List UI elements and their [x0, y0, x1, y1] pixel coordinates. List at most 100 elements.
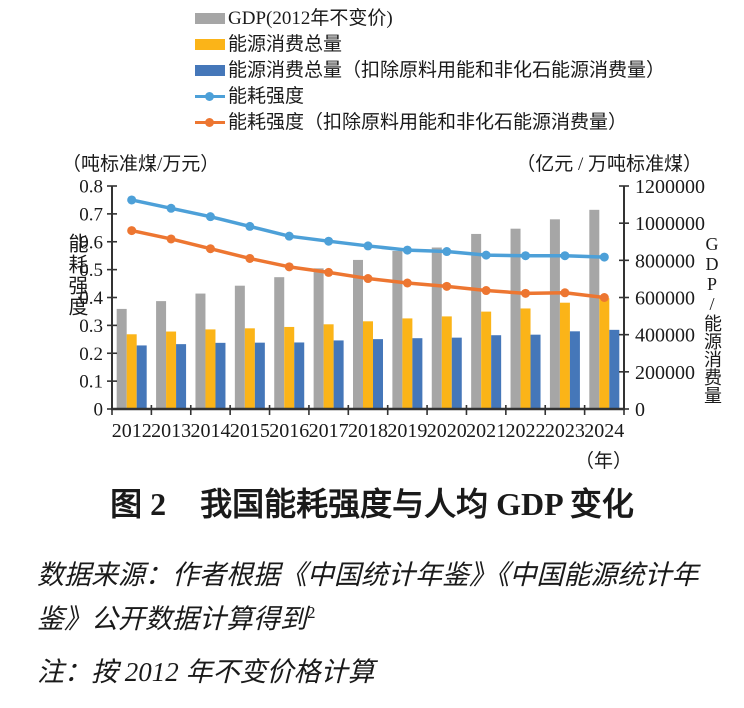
bar-series1-2023: [549, 219, 560, 409]
left-tick-label: 0.7: [79, 204, 103, 225]
legend-item-4: 能耗强度: [195, 86, 665, 107]
legend-label: 能耗强度: [228, 86, 305, 107]
line-series1-marker-2012: [127, 195, 137, 205]
line-series1-marker-2013: [166, 203, 176, 213]
legend-label: 能源消费总量: [228, 34, 343, 55]
line-series1-marker-2019: [402, 245, 412, 255]
left-tick-label: 0.4: [79, 288, 103, 309]
bar-series1-2017: [313, 268, 324, 409]
line-series2-marker-2017: [324, 267, 334, 277]
x-tick-label-2022: 2022: [506, 420, 546, 442]
bar-series1-2021: [471, 233, 482, 409]
bar-series2-2016: [284, 326, 295, 409]
legend-label: 能源消费总量（扣除原料用能和非化石能源消费量）: [228, 60, 666, 81]
bar-series3-2021: [491, 335, 502, 409]
left-tick-label: 0.6: [79, 232, 103, 253]
line-series1-marker-2018: [363, 241, 373, 251]
bar-series3-2020: [451, 337, 462, 409]
bar-series2-2013: [166, 331, 177, 409]
left-axis-title: 能耗强度: [65, 233, 87, 317]
x-tick-label-2021: 2021: [466, 420, 506, 442]
line-series2: [129, 228, 607, 300]
bar-series3-2016: [294, 342, 305, 409]
line-series1-marker-2020: [442, 247, 452, 257]
line-series2-marker-2015: [245, 253, 255, 263]
legend-marker-dot: [205, 92, 214, 101]
right-tick-label: 800000: [635, 250, 695, 272]
line-series1-marker-2023: [560, 251, 570, 261]
bar-series1-2014: [195, 293, 206, 409]
line-series2-marker-2019: [402, 278, 412, 288]
bar-series3-2019: [412, 338, 423, 409]
bar-series2-2014: [205, 329, 216, 409]
footnote-marker: 2: [307, 603, 316, 622]
left-tick-label: 0: [94, 400, 104, 421]
bar-series2-2019: [402, 318, 413, 409]
legend-item-1: GDP(2012年不变价): [195, 8, 665, 29]
line-series2-marker-2021: [481, 286, 491, 296]
bar-series1-2012: [116, 308, 127, 409]
left-tick-label: 0.5: [79, 260, 103, 281]
x-tick-label-2015: 2015: [230, 420, 270, 442]
right-tick-label: 0: [635, 399, 645, 421]
bar-series1-2019: [392, 250, 403, 409]
legend-item-2: 能源消费总量: [195, 34, 665, 55]
right-tick-label: 600000: [635, 288, 695, 310]
line-series1-marker-2022: [521, 251, 531, 261]
bar-series3-2015: [254, 342, 265, 409]
line-series2-marker-2024: [599, 293, 609, 302]
line-series1-marker-2021: [481, 250, 491, 260]
bar-series1-2022: [510, 228, 521, 409]
bar-series2-2021: [481, 311, 492, 409]
x-tick-label-2013: 2013: [151, 420, 191, 442]
legend-line-swatch: [195, 117, 225, 128]
x-tick-label-2019: 2019: [387, 420, 427, 442]
x-tick-label-2014: 2014: [190, 420, 230, 442]
bar-series3-2012: [136, 345, 147, 409]
line-series1-marker-2024: [599, 252, 609, 262]
legend-bar-swatch: [195, 13, 225, 24]
bar-series1-2024: [589, 209, 600, 409]
line-series2-marker-2013: [166, 234, 176, 244]
bar-series3-2014: [215, 342, 226, 409]
line-series1-marker-2015: [245, 221, 255, 231]
left-tick-label: 0.8: [79, 177, 103, 198]
bar-series2-2018: [363, 321, 373, 409]
bar-series3-2022: [530, 334, 541, 409]
bar-series2-2015: [244, 328, 255, 409]
right-tick-label: 1200000: [635, 176, 705, 198]
bar-series3-2024: [609, 329, 620, 409]
x-tick-label-2012: 2012: [112, 420, 152, 442]
bar-series1-2015: [234, 285, 245, 409]
right-axis-unit-label: （亿元 / 万吨标准煤）: [516, 154, 702, 175]
line-series2-marker-2016: [284, 262, 294, 272]
bar-series1-2013: [156, 301, 167, 409]
x-tick-label-2020: 2020: [427, 420, 467, 442]
bar-series2-2024: [599, 298, 610, 409]
bar-series2-2023: [559, 302, 570, 409]
bar-series2-2017: [323, 324, 334, 409]
line-series2-marker-2022: [521, 288, 531, 298]
bar-series1-2018: [353, 259, 363, 409]
chart-legend: GDP(2012年不变价) 能源消费总量能源消费总量（扣除原料用能和非化石能源消费…: [195, 8, 665, 133]
bar-series1-2020: [431, 247, 442, 409]
legend-line-swatch: [195, 91, 225, 102]
x-axis-unit-label: （年）: [574, 451, 632, 472]
bar-series2-2012: [126, 334, 137, 409]
figure-number: 图 2: [110, 486, 167, 522]
right-tick-label: 400000: [635, 325, 695, 347]
price-basis-note: 注：按 2012 年不变价格计算: [37, 657, 375, 687]
x-tick-label-2016: 2016: [269, 420, 309, 442]
x-tick-label-2018: 2018: [348, 420, 388, 442]
line-series2-marker-2018: [363, 274, 373, 284]
left-axis-unit-label: （吨标准煤/万元）: [62, 154, 220, 175]
right-tick-label: 200000: [635, 362, 695, 384]
left-tick-label: 0.3: [79, 316, 103, 337]
legend-label: GDP(2012年不变价): [228, 8, 393, 29]
left-tick-label: 0.2: [79, 344, 103, 365]
line-series1-marker-2014: [205, 212, 215, 222]
legend-label: 能耗强度（扣除原料用能和非化石能源消费量）: [228, 112, 628, 133]
legend-bar-swatch: [195, 65, 225, 76]
figure-caption: 图 2 我国能耗强度与人均 GDP 变化: [0, 484, 744, 524]
